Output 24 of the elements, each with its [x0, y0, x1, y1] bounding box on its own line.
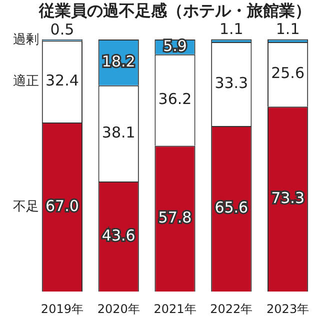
- data-label: 57.8: [158, 208, 192, 227]
- data-label: 65.6: [214, 198, 248, 217]
- x-tick-label: 2023年: [266, 302, 310, 316]
- data-label: 67.0: [45, 196, 79, 215]
- series-label: 適正: [12, 72, 39, 89]
- data-label: 33.3: [214, 74, 248, 92]
- data-label: 25.6: [271, 64, 305, 82]
- data-label: 73.3: [271, 188, 305, 207]
- data-label: 18.2: [102, 52, 136, 70]
- x-tick-label: 2020年: [97, 302, 140, 316]
- x-tick-label: 2022年: [210, 302, 253, 316]
- x-tick-label: 2021年: [154, 302, 196, 316]
- data-label: 0.5: [50, 20, 74, 38]
- data-label: 43.6: [102, 226, 136, 244]
- chart-title: 従業員の過不足感（ホテル・旅館業）: [38, 0, 311, 20]
- data-label: 32.4: [45, 71, 79, 90]
- series-label: 不足: [12, 199, 39, 214]
- data-label: 38.1: [102, 123, 136, 142]
- data-label: 5.9: [163, 36, 187, 55]
- data-label: 1.1: [276, 20, 300, 38]
- series-label: 過剰: [12, 32, 39, 48]
- x-tick-label: 2019年: [40, 302, 84, 316]
- data-label: 36.2: [158, 90, 192, 108]
- data-label: 1.1: [219, 20, 244, 38]
